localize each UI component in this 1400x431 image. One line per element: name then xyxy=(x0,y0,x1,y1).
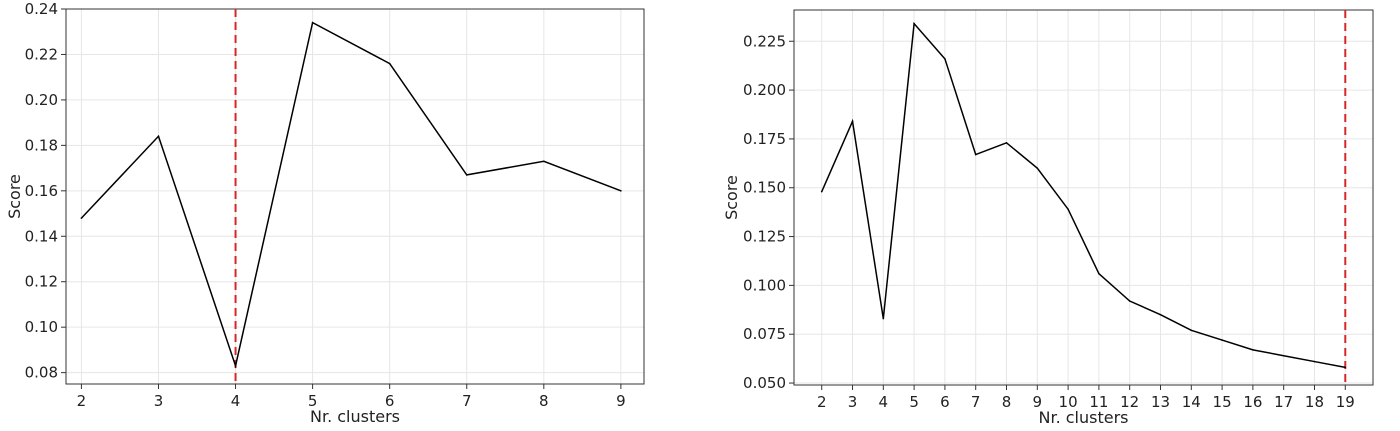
x-axis-title: Nr. clusters xyxy=(310,407,400,426)
data-point xyxy=(820,190,823,193)
data-point xyxy=(234,365,237,367)
y-tick-label: 0.175 xyxy=(743,130,786,148)
data-point xyxy=(1159,313,1162,316)
x-tick-label: 2 xyxy=(77,392,87,410)
data-point xyxy=(1221,339,1223,341)
x-tick-label: 14 xyxy=(1182,393,1201,411)
y-tick-label: 0.16 xyxy=(25,182,58,200)
x-tick-label: 11 xyxy=(1089,393,1108,411)
score-line xyxy=(80,21,622,369)
left-chart: 2 3 4 5 6 7 8 9 0.08 0.10 0.12 0.14 0.16 0.18 0.20 0.22… xyxy=(5,0,645,426)
x-tick-label: 15 xyxy=(1213,393,1232,411)
x-tick-label: 3 xyxy=(154,392,164,410)
x-tick-label: 3 xyxy=(848,393,858,411)
y-tick-label: 0.125 xyxy=(743,228,786,246)
data-point xyxy=(543,160,545,163)
x-tick-label: 9 xyxy=(1033,393,1043,411)
right-chart: 2 3 4 5 6 7 8 9 10 11 12 13 14 15 16 17 18 19 0.050 0.075 0.… xyxy=(722,9,1374,427)
y-tick-label: 0.100 xyxy=(743,276,786,294)
x-tick-label: 2 xyxy=(817,393,827,411)
data-point xyxy=(1067,208,1069,211)
data-point xyxy=(465,174,468,176)
data-point xyxy=(1005,142,1008,144)
y-tick-label: 0.18 xyxy=(25,136,58,154)
data-point xyxy=(311,21,314,24)
score-line xyxy=(821,21,1346,369)
y-tick-label: 0.10 xyxy=(25,318,58,336)
y-tick-label: 0.200 xyxy=(743,81,786,99)
data-point xyxy=(1098,272,1100,275)
data-point xyxy=(1282,354,1285,357)
y-tick-label: 0.14 xyxy=(25,227,58,245)
data-point xyxy=(80,217,83,219)
data-point xyxy=(913,22,915,25)
x-tick-label: 6 xyxy=(385,392,395,410)
x-tick-label: 5 xyxy=(308,392,318,410)
y-tick-label: 0.225 xyxy=(743,32,786,50)
x-tick-label: 6 xyxy=(940,393,950,411)
y-axis-title: Score xyxy=(5,174,24,219)
data-point xyxy=(1313,360,1316,363)
y-tick-label: 0.20 xyxy=(25,91,58,109)
plot-frame xyxy=(793,9,1374,386)
y-tick-label: 0.24 xyxy=(25,0,58,18)
data-point xyxy=(1344,366,1347,369)
x-tick-label: 4 xyxy=(879,393,889,411)
data-point xyxy=(157,135,160,138)
x-tick-label: 16 xyxy=(1243,393,1262,411)
x-tick-label: 17 xyxy=(1274,393,1293,411)
x-tick-label: 7 xyxy=(462,392,472,410)
x-tick-label: 18 xyxy=(1305,393,1324,411)
x-tick-label: 9 xyxy=(616,392,626,410)
y-tick-label: 0.08 xyxy=(25,364,58,382)
data-point xyxy=(1036,167,1039,170)
x-tick-label: 10 xyxy=(1059,393,1078,411)
y-axis-title: Score xyxy=(722,175,741,220)
plot-frame xyxy=(65,8,645,385)
x-tick-label: 8 xyxy=(539,392,549,410)
y-tick-label: 0.075 xyxy=(743,325,786,343)
x-axis-title: Nr. clusters xyxy=(1039,408,1129,427)
x-tick-label: 13 xyxy=(1151,393,1170,411)
y-tick-label: 0.150 xyxy=(743,179,786,197)
data-point xyxy=(1252,349,1254,351)
y-tick-label: 0.050 xyxy=(743,374,786,392)
data-point xyxy=(388,62,391,65)
x-tick-label: 4 xyxy=(231,392,241,410)
x-tick-label: 19 xyxy=(1336,393,1355,411)
x-tick-label: 7 xyxy=(971,393,981,411)
data-point xyxy=(882,317,885,320)
x-tick-label: 8 xyxy=(1002,393,1012,411)
data-point xyxy=(974,153,977,156)
data-point xyxy=(1128,300,1131,302)
y-tick-label: 0.12 xyxy=(25,273,58,291)
x-tick-label: 5 xyxy=(909,393,919,411)
y-tick-label: 0.22 xyxy=(25,45,58,63)
data-point xyxy=(851,120,854,123)
x-tick-label: 12 xyxy=(1120,393,1139,411)
data-point xyxy=(1190,329,1193,332)
data-point xyxy=(620,190,622,192)
data-point xyxy=(944,58,946,60)
